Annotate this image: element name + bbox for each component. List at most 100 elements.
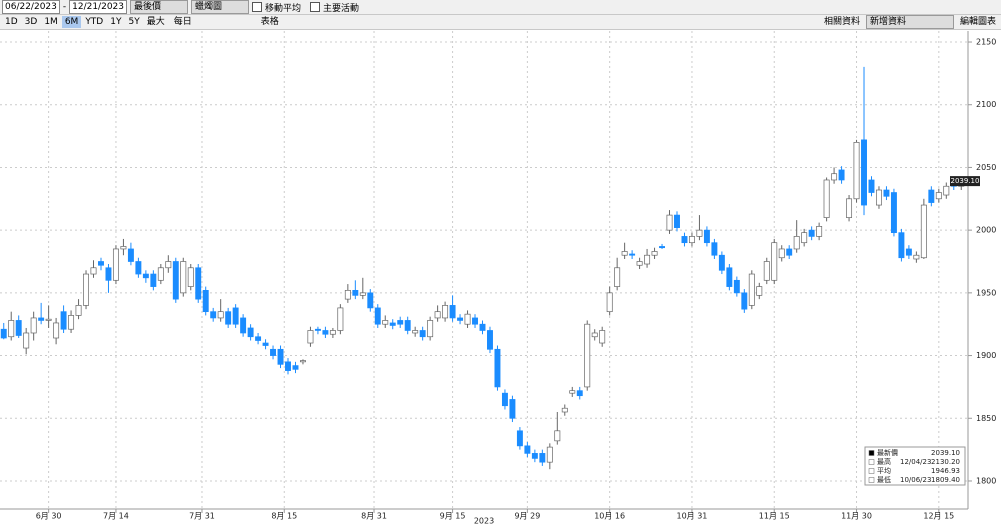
candle-body [262, 342, 269, 346]
candle-body [299, 360, 306, 363]
period-button[interactable]: 1Y [110, 17, 122, 27]
price-tag-bg [950, 176, 980, 187]
candle-body [397, 320, 404, 325]
candle-body [771, 242, 778, 281]
price-tag: 2039.10 [951, 177, 980, 185]
ma-label[interactable]: 移動平均 [265, 3, 302, 14]
x-tick-label: 9月 15 [440, 512, 466, 521]
candle-body [614, 267, 621, 287]
candle-body [561, 407, 568, 413]
candle-body [793, 236, 800, 250]
candle-body [382, 320, 389, 325]
candle-body [913, 254, 920, 260]
candle-body [38, 317, 45, 321]
candle-body [801, 232, 808, 244]
candle-body [584, 323, 591, 388]
table-button[interactable]: 表格 [260, 17, 279, 27]
field-select[interactable]: 最後價 [130, 0, 188, 14]
candle-body [457, 317, 464, 321]
candle-body [307, 330, 314, 344]
candle-body [531, 453, 538, 459]
ma-checkbox[interactable] [252, 2, 262, 12]
y-tick-label: 2100 [976, 100, 996, 109]
period-button[interactable]: 6M [61, 16, 82, 28]
candle-body [127, 248, 134, 262]
toolbar-bottom: 1D 3D 1M 6M YTD 1Y 5Y 最大 每日 表格 相關資料 新增資料 編輯圖表 [0, 15, 1001, 30]
y-tick-label: 1900 [976, 351, 996, 360]
candle-body [816, 226, 823, 237]
candle-body [202, 289, 209, 313]
candle-body [187, 267, 194, 287]
candle-body [688, 236, 695, 244]
candle-body [367, 292, 374, 309]
candle-body [314, 328, 321, 331]
candle-body [778, 248, 785, 259]
candle-body [666, 214, 673, 231]
candle-body [591, 332, 598, 338]
period-button[interactable]: 1M [44, 17, 58, 27]
y-tick-label: 1950 [976, 288, 996, 297]
start-date[interactable]: 06/22/2023 [2, 0, 60, 14]
stats-legend: 最新價 2039.10 最高 12/04/23 2130.20 平均 1946.93 最低 10… [864, 446, 966, 486]
candle-body [696, 229, 703, 237]
period-buttons: 1D 3D 1M 6M YTD 1Y 5Y 最大 [2, 16, 168, 28]
related-button[interactable]: 相關資料 [823, 17, 860, 27]
period-button[interactable]: 最大 [146, 17, 165, 27]
candle-body [75, 305, 82, 316]
x-tick-label: 7月 31 [189, 512, 215, 521]
candle-body [524, 445, 531, 454]
y-tick-label: 1850 [976, 414, 996, 423]
add-data[interactable]: 新增資料 [865, 15, 954, 29]
candle-body [68, 315, 75, 330]
candle-body [285, 361, 291, 371]
candle-body [703, 229, 710, 244]
x-tick-label: 11月 15 [759, 512, 790, 521]
candle-body [599, 330, 606, 344]
candle-body [270, 348, 277, 356]
candle-body [53, 322, 60, 339]
style-select[interactable]: 蠟燭圖 [191, 0, 249, 14]
candle-body [247, 327, 254, 338]
events-label[interactable]: 主要活動 [323, 3, 360, 14]
stats-box [864, 446, 966, 486]
x-tick-label: 12月 15 [923, 512, 954, 521]
y-tick-label: 1800 [976, 476, 996, 485]
period-button[interactable]: 1D [5, 17, 18, 27]
candle-body [0, 328, 7, 339]
period-button[interactable]: 3D [24, 17, 38, 27]
candle-body [210, 311, 217, 319]
edit-chart[interactable]: 編輯圖表 [959, 17, 996, 27]
candle-body [890, 192, 897, 234]
stats-value: 2039.10 [931, 449, 960, 457]
candle-body [606, 292, 613, 313]
candle-body [808, 229, 815, 237]
period-button[interactable]: 5Y [128, 17, 140, 27]
events-checkbox[interactable] [310, 2, 321, 12]
stats-swatch [868, 459, 875, 465]
candle-body [419, 330, 426, 338]
end-date[interactable]: 12/21/2023 [69, 0, 127, 14]
x-tick-label: 6月 30 [36, 512, 62, 521]
stats-swatch [868, 477, 875, 483]
candle-body [846, 198, 853, 218]
candle-body [322, 330, 329, 335]
frequency-button[interactable]: 每日 [173, 17, 192, 27]
candle-body [352, 289, 359, 296]
candle-body [30, 317, 37, 334]
candle-body [389, 322, 396, 326]
stats-value: 1809.40 [931, 476, 960, 484]
candle-body [292, 365, 299, 370]
candle-body [516, 430, 523, 447]
candle-body [337, 307, 344, 331]
candle-body [344, 289, 351, 300]
x-tick-label: 9月 29 [514, 512, 540, 521]
candle-body [374, 307, 381, 325]
period-button[interactable]: YTD [85, 17, 104, 27]
candle-body [329, 330, 336, 335]
candle-body [576, 390, 583, 397]
candle-body [135, 261, 142, 275]
candle-body [112, 248, 119, 281]
candle-body [165, 261, 172, 269]
candle-body [472, 317, 478, 325]
candle-body [876, 189, 882, 206]
